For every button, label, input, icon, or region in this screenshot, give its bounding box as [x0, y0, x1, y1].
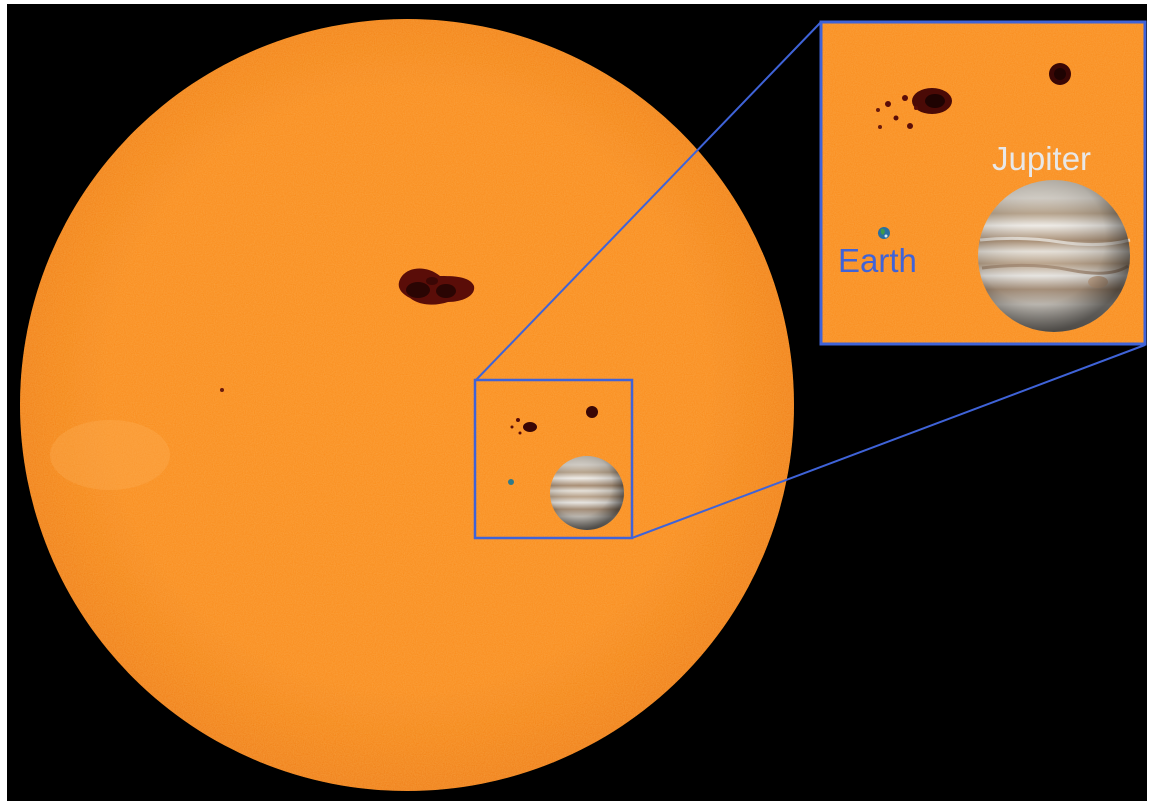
- earth-label: Earth: [838, 242, 917, 279]
- jupiter-label: Jupiter: [992, 140, 1092, 177]
- small-sunspot: [220, 388, 224, 392]
- connector-line-top: [474, 21, 822, 382]
- zoom-inset-box: [819, 20, 1147, 346]
- connector-line-bottom: [631, 344, 1146, 539]
- earth-planet: [878, 227, 890, 239]
- sunspot-small-right: [586, 406, 598, 418]
- zoom-inset-contents: [821, 22, 1145, 344]
- jupiter-planet-small: [550, 456, 624, 530]
- sunspot-small-cluster: [523, 422, 537, 432]
- earth-planet-small: [508, 479, 514, 485]
- sunspot-main: [398, 268, 475, 305]
- sun-disk: [20, 19, 794, 791]
- inset-source-box: [473, 378, 634, 540]
- sunspot-zoomed-cluster: [876, 88, 952, 129]
- facula-region: [50, 420, 170, 490]
- inset-small-contents: [508, 406, 624, 530]
- jupiter-planet: [978, 180, 1131, 332]
